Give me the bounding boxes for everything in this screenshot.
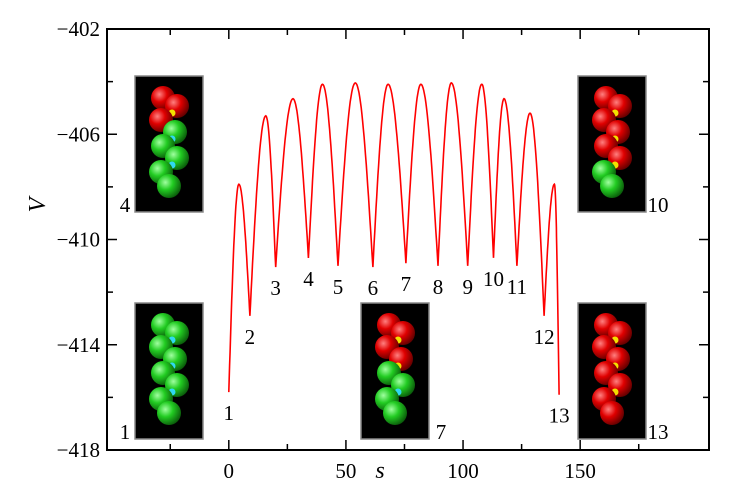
axis-ticks: 0 50 100 150 −402 −406 −410 −414 −418 (57, 17, 709, 483)
energy-curve (228, 81, 560, 395)
molecule-inset (360, 302, 430, 440)
minimum-label: 10 (483, 267, 504, 291)
minimum-label: 2 (245, 325, 256, 349)
inset-label: 1 (120, 420, 131, 444)
inset-label: 13 (648, 420, 669, 444)
inset-label: 4 (120, 193, 131, 217)
molecule-inset (577, 302, 647, 440)
minimum-label: 3 (270, 276, 281, 300)
minimum-label: 8 (433, 275, 444, 299)
x-tick-label: 150 (564, 459, 596, 483)
minimum-label: 5 (333, 275, 344, 299)
minimum-label: 1 (224, 401, 235, 425)
minimum-label: 12 (534, 325, 555, 349)
molecule-inset (134, 302, 204, 440)
molecule-inset (577, 75, 647, 213)
y-tick-label: −402 (57, 17, 100, 41)
minimum-label: 9 (462, 275, 473, 299)
green-sphere (157, 401, 181, 425)
minimum-label: 7 (401, 272, 412, 296)
y-tick-label: −418 (57, 438, 100, 462)
minimum-label: 4 (303, 267, 314, 291)
x-tick-label: 100 (447, 459, 479, 483)
y-tick-label: −406 (57, 122, 100, 146)
y-tick-label: −414 (57, 333, 101, 357)
minimum-label: 11 (507, 275, 527, 299)
x-tick-label: 0 (224, 459, 235, 483)
minimum-label: 13 (549, 404, 570, 428)
minimum-label: 6 (368, 276, 379, 300)
y-axis-label: V (25, 195, 51, 212)
green-sphere (600, 174, 624, 198)
molecule-inset (134, 75, 204, 213)
green-sphere (383, 401, 407, 425)
y-tick-label: −410 (57, 228, 100, 252)
red-sphere (600, 401, 624, 425)
inset-label: 7 (436, 420, 447, 444)
x-axis-label: s (375, 458, 384, 484)
x-tick-label: 50 (335, 459, 356, 483)
inset-label: 10 (648, 193, 669, 217)
green-sphere (157, 174, 181, 198)
